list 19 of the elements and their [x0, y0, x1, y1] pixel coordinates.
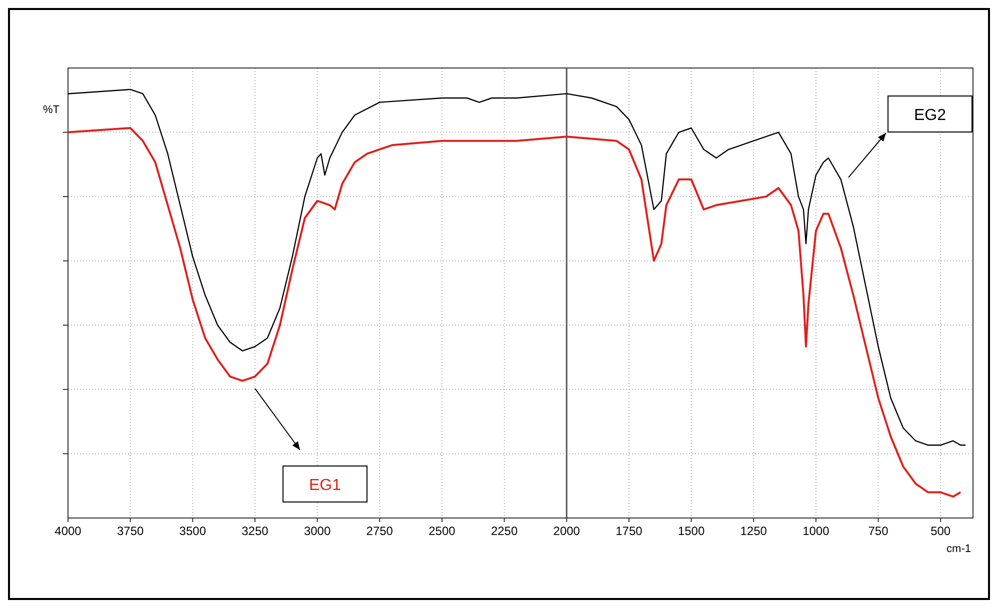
- x-tick-label: 500: [930, 524, 951, 538]
- x-tick-label: 750: [868, 524, 889, 538]
- x-tick-label: 2250: [490, 524, 518, 538]
- x-tick-label: 3500: [179, 524, 206, 538]
- x-tick-label: 3000: [304, 524, 331, 538]
- x-tick-label: 4000: [54, 524, 82, 538]
- x-axis-title: cm-1: [946, 543, 971, 555]
- x-tick-label: 1250: [740, 524, 768, 538]
- text: EG2: [914, 107, 946, 124]
- y-axis-title: %T: [43, 104, 60, 116]
- x-tick-label: 2500: [428, 524, 456, 538]
- x-tick-label: 3250: [242, 524, 269, 538]
- text: EG1: [308, 477, 342, 494]
- x-tick-label: 1000: [802, 524, 830, 538]
- x-tick-label: 3750: [116, 524, 144, 538]
- x-tick-label: 2750: [366, 524, 394, 538]
- x-tick-label: 2000: [553, 524, 580, 538]
- x-tick-label: 1750: [616, 524, 643, 538]
- x-tick-label: 1500: [678, 524, 705, 538]
